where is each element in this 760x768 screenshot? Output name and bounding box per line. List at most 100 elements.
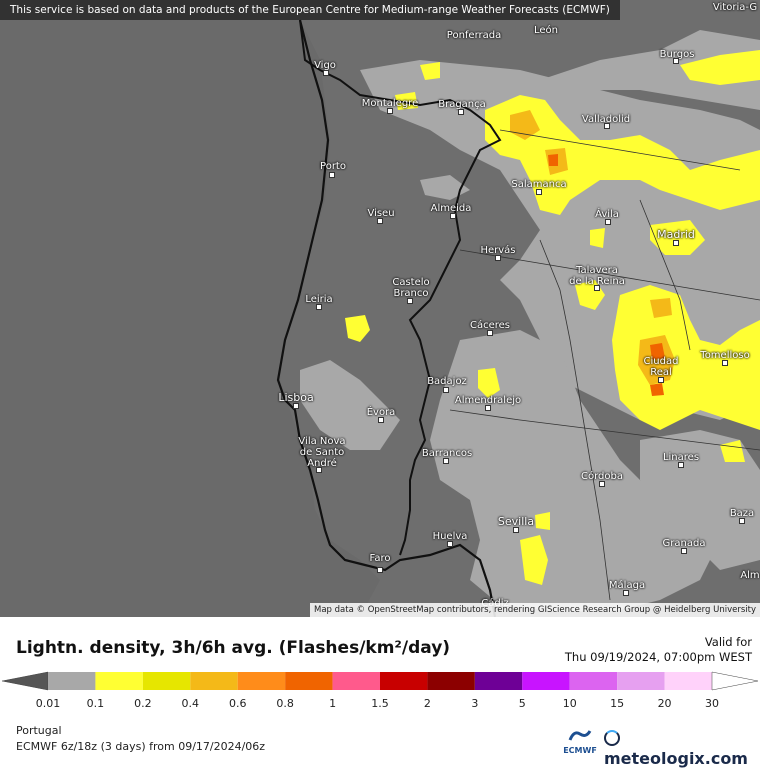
city-label-barrancos: Barrancos — [421, 448, 473, 459]
scale-tick-label: 5 — [518, 697, 526, 710]
ecmwf-icon — [568, 730, 592, 741]
city-marker — [673, 58, 679, 64]
city-label-hervas: Hervás — [480, 245, 516, 256]
city-marker — [605, 219, 611, 225]
scale-swatch — [522, 672, 570, 690]
city-marker — [678, 462, 684, 468]
coastline — [276, 19, 497, 617]
city-label-castelo-branco: Castelo Branco — [392, 277, 430, 299]
scale-swatch — [332, 672, 380, 690]
city-marker — [681, 548, 687, 554]
city-label-vitoria: Vitoria-G — [712, 2, 758, 13]
city-label-ponferrada: Ponferrada — [446, 30, 502, 41]
scale-tick-label: 0.01 — [35, 697, 61, 710]
city-marker — [623, 590, 629, 596]
city-marker — [443, 387, 449, 393]
city-label-salamanca: Salamanca — [511, 179, 567, 190]
city-label-cordoba: Córdoba — [581, 471, 623, 482]
meteologix-brand[interactable]: meteologix.com — [604, 730, 760, 768]
scale-swatch — [617, 672, 665, 690]
city-marker — [316, 304, 322, 310]
scale-tick-label: 2 — [423, 697, 431, 710]
city-label-vila-nova: Vila Nova de Santo André — [298, 436, 346, 469]
city-marker — [323, 70, 329, 76]
scale-tick-label: 0.4 — [181, 697, 200, 710]
scale-swatch — [48, 672, 96, 690]
city-label-avila: Ávila — [595, 209, 619, 220]
city-label-huelva: Huelva — [432, 531, 468, 542]
scale-tick-label: 0.1 — [86, 697, 105, 710]
city-marker — [722, 360, 728, 366]
city-marker — [387, 108, 393, 114]
city-label-tomelloso: Tomelloso — [700, 350, 750, 361]
valid-label: Valid for — [704, 635, 752, 649]
city-label-madrid: Madrid — [657, 228, 695, 241]
city-label-talavera: Talavera de la Reina — [569, 265, 625, 287]
city-label-sevilla: Sevilla — [497, 515, 535, 528]
city-label-viseu: Viseu — [367, 208, 395, 219]
region-borders — [449, 129, 760, 601]
osm-attribution: Map data © OpenStreetMap contributors, r… — [310, 603, 760, 617]
scale-tick-label: 30 — [705, 697, 719, 710]
city-label-caceres: Cáceres — [469, 320, 511, 331]
lightning-yellow-areas — [345, 50, 760, 585]
city-marker — [495, 255, 501, 261]
city-marker — [450, 213, 456, 219]
city-marker — [378, 417, 384, 423]
scale-tick-label: 1.5 — [371, 697, 389, 710]
city-label-faro: Faro — [369, 553, 391, 564]
city-label-baza: Baza — [729, 508, 755, 519]
city-label-leon: León — [533, 25, 559, 36]
city-label-porto: Porto — [320, 161, 346, 172]
forecast-map[interactable]: This service is based on data and produc… — [0, 0, 760, 617]
city-marker — [599, 481, 605, 487]
meteologix-icon — [604, 730, 620, 746]
scale-swatch — [474, 672, 523, 690]
scale-low-arrow — [1, 671, 49, 691]
city-marker — [739, 518, 745, 524]
city-marker — [377, 218, 383, 224]
scale-swatch — [664, 672, 712, 690]
color-scale-bar — [1, 671, 759, 691]
scale-swatch — [569, 672, 618, 690]
scale-swatch — [190, 672, 238, 690]
city-marker — [447, 541, 453, 547]
city-label-malaga: Málaga — [608, 580, 646, 591]
lightning-red-areas — [548, 154, 665, 396]
city-marker — [594, 285, 600, 291]
scale-tick-label: 3 — [471, 697, 479, 710]
city-label-alm: Alm — [740, 570, 760, 581]
scale-tick-label: 1 — [329, 697, 337, 710]
scale-swatch — [285, 672, 333, 690]
city-label-vigo: Vigo — [314, 60, 336, 71]
city-label-evora: Évora — [366, 407, 396, 418]
scale-tick-label: 20 — [657, 697, 672, 710]
city-label-valladolid: Valladolid — [581, 114, 631, 125]
meteologix-brand-text: meteologix.com — [604, 749, 748, 768]
legend-title: Lightn. density, 3h/6h avg. (Flashes/km²… — [16, 638, 451, 658]
model-info: ECMWF 6z/18z (3 days) from 09/17/2024/06… — [16, 740, 266, 753]
scale-swatch — [95, 672, 143, 690]
country-borders — [299, 19, 502, 556]
scale-swatch — [142, 672, 191, 690]
map-canvas — [0, 19, 760, 617]
city-marker — [536, 189, 542, 195]
city-label-almeida: Almeida — [430, 203, 472, 214]
city-label-linares: Linares — [662, 452, 700, 463]
ecmwf-attribution: This service is based on data and produc… — [0, 0, 620, 20]
city-marker — [513, 527, 519, 533]
scale-tick-label: 10 — [562, 697, 577, 710]
city-label-almendralejo: Almendralejo — [454, 395, 522, 406]
scale-tick-label: 0.6 — [228, 697, 247, 710]
city-label-ciudad-real: Ciudad Real — [643, 356, 679, 378]
city-label-burgos: Burgos — [659, 49, 695, 60]
ocean — [0, 20, 380, 617]
city-label-braganca: Bragança — [438, 99, 486, 110]
city-marker — [293, 403, 299, 409]
city-label-montalegre: Montalegre — [361, 98, 419, 109]
city-label-leiria: Leiria — [305, 294, 333, 305]
scale-tick-label: 15 — [610, 697, 625, 710]
city-marker — [658, 377, 664, 383]
scale-swatch — [237, 672, 286, 690]
city-marker — [485, 405, 491, 411]
